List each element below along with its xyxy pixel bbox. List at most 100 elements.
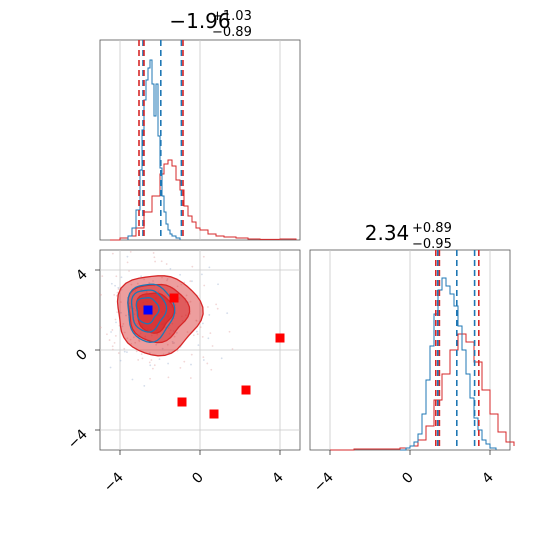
marker-red bbox=[275, 333, 285, 343]
scatter-point bbox=[136, 282, 139, 285]
scatter-point bbox=[173, 335, 176, 338]
scatter-point bbox=[119, 359, 122, 362]
scatter-point bbox=[111, 252, 114, 255]
scatter-point bbox=[153, 364, 156, 367]
scatter-point bbox=[101, 275, 104, 277]
marker-blue bbox=[143, 305, 153, 315]
histogram-panel-param-2 bbox=[309, 249, 515, 451]
scatter-point bbox=[195, 330, 198, 333]
scatter-point bbox=[211, 345, 214, 347]
scatter-point bbox=[148, 361, 151, 364]
scatter-point bbox=[215, 303, 218, 306]
scatter-point bbox=[207, 306, 209, 308]
scatter-point bbox=[115, 275, 118, 278]
scatter-point bbox=[111, 329, 114, 331]
title-param-1-lower: −0.89 bbox=[212, 25, 252, 40]
scatter-point bbox=[197, 344, 200, 347]
scatter-point bbox=[171, 340, 174, 343]
scatter-point bbox=[151, 367, 154, 370]
scatter-point bbox=[183, 360, 186, 363]
y-tick-label-param-2: −4 bbox=[65, 426, 91, 452]
scatter-point bbox=[175, 331, 178, 334]
scatter-point bbox=[179, 273, 181, 276]
scatter-point bbox=[149, 364, 152, 367]
scatter-point bbox=[126, 255, 129, 258]
scatter-point bbox=[173, 342, 175, 344]
scatter-point bbox=[220, 357, 223, 360]
scatter-point bbox=[130, 283, 133, 286]
marker-red bbox=[209, 409, 219, 419]
scatter-point bbox=[206, 362, 209, 365]
scatter-point bbox=[196, 333, 199, 336]
scatter-point bbox=[106, 333, 108, 336]
scatter-point bbox=[216, 307, 219, 310]
marker-red bbox=[177, 397, 187, 407]
scatter-point bbox=[114, 284, 116, 287]
scatter-point bbox=[207, 337, 210, 340]
scatter-point bbox=[113, 341, 116, 344]
scatter-point bbox=[128, 270, 130, 272]
scatter-point bbox=[150, 359, 153, 361]
scatter-point bbox=[115, 321, 117, 324]
title-param-1: −1.96 bbox=[169, 9, 230, 33]
scatter-point bbox=[165, 263, 168, 265]
scatter-point bbox=[208, 314, 211, 316]
x-tick-label-param-2: 4 bbox=[479, 469, 497, 487]
scatter-point bbox=[191, 280, 193, 283]
scatter-point bbox=[201, 335, 204, 338]
scatter-point bbox=[99, 326, 102, 329]
scatter-point bbox=[129, 251, 132, 253]
scatter-point bbox=[114, 318, 117, 321]
scatter-point bbox=[140, 353, 143, 356]
scatter-point bbox=[122, 322, 125, 325]
scatter-point bbox=[217, 283, 219, 286]
title-param-1-upper: +1.03 bbox=[212, 9, 252, 24]
scatter-point bbox=[120, 276, 123, 279]
title-param-2-upper: +0.89 bbox=[412, 221, 452, 236]
scatter-point bbox=[126, 337, 129, 340]
scatter-point bbox=[168, 351, 171, 354]
scatter-point bbox=[202, 255, 205, 258]
x-tick-label-param-1: 4 bbox=[269, 469, 287, 487]
x-tick-label-param-2: −4 bbox=[311, 469, 337, 495]
scatter-point bbox=[143, 384, 146, 387]
scatter-point bbox=[167, 362, 170, 365]
scatter-point bbox=[203, 284, 206, 287]
scatter-point bbox=[202, 359, 205, 361]
scatter-point bbox=[116, 291, 119, 294]
scatter-point bbox=[185, 294, 188, 297]
scatter-point bbox=[120, 311, 122, 314]
x-tick-label-param-1: 0 bbox=[189, 470, 207, 488]
scatter-point bbox=[202, 356, 205, 359]
scatter-point bbox=[167, 376, 170, 379]
scatter-point bbox=[114, 334, 117, 337]
scatter-point bbox=[117, 288, 120, 291]
scatter-point bbox=[129, 338, 132, 341]
scatter-point bbox=[135, 350, 138, 353]
scatter-point bbox=[155, 343, 158, 346]
scatter-point bbox=[125, 314, 127, 317]
scatter-point bbox=[110, 282, 113, 285]
y-tick-label-param-2: 0 bbox=[73, 347, 91, 365]
scatter-point bbox=[161, 347, 164, 350]
scatter-point bbox=[210, 368, 213, 371]
scatter-point bbox=[132, 336, 135, 339]
scatter-point bbox=[189, 377, 192, 379]
marker-red bbox=[169, 293, 179, 303]
scatter-point bbox=[190, 353, 193, 356]
scatter-point bbox=[126, 351, 128, 354]
scatter-point bbox=[121, 325, 124, 328]
scatter-point bbox=[148, 281, 151, 284]
scatter-point bbox=[113, 294, 116, 296]
marker-red bbox=[241, 385, 251, 395]
scatter-point bbox=[153, 256, 156, 259]
scatter-point bbox=[202, 322, 204, 325]
scatter-point bbox=[117, 286, 120, 289]
scatter-point bbox=[166, 343, 169, 346]
scatter-point bbox=[228, 330, 231, 333]
scatter-point bbox=[195, 320, 198, 322]
scatter-point bbox=[200, 273, 203, 276]
scatter-point bbox=[190, 363, 192, 366]
scatter-point bbox=[149, 377, 151, 380]
